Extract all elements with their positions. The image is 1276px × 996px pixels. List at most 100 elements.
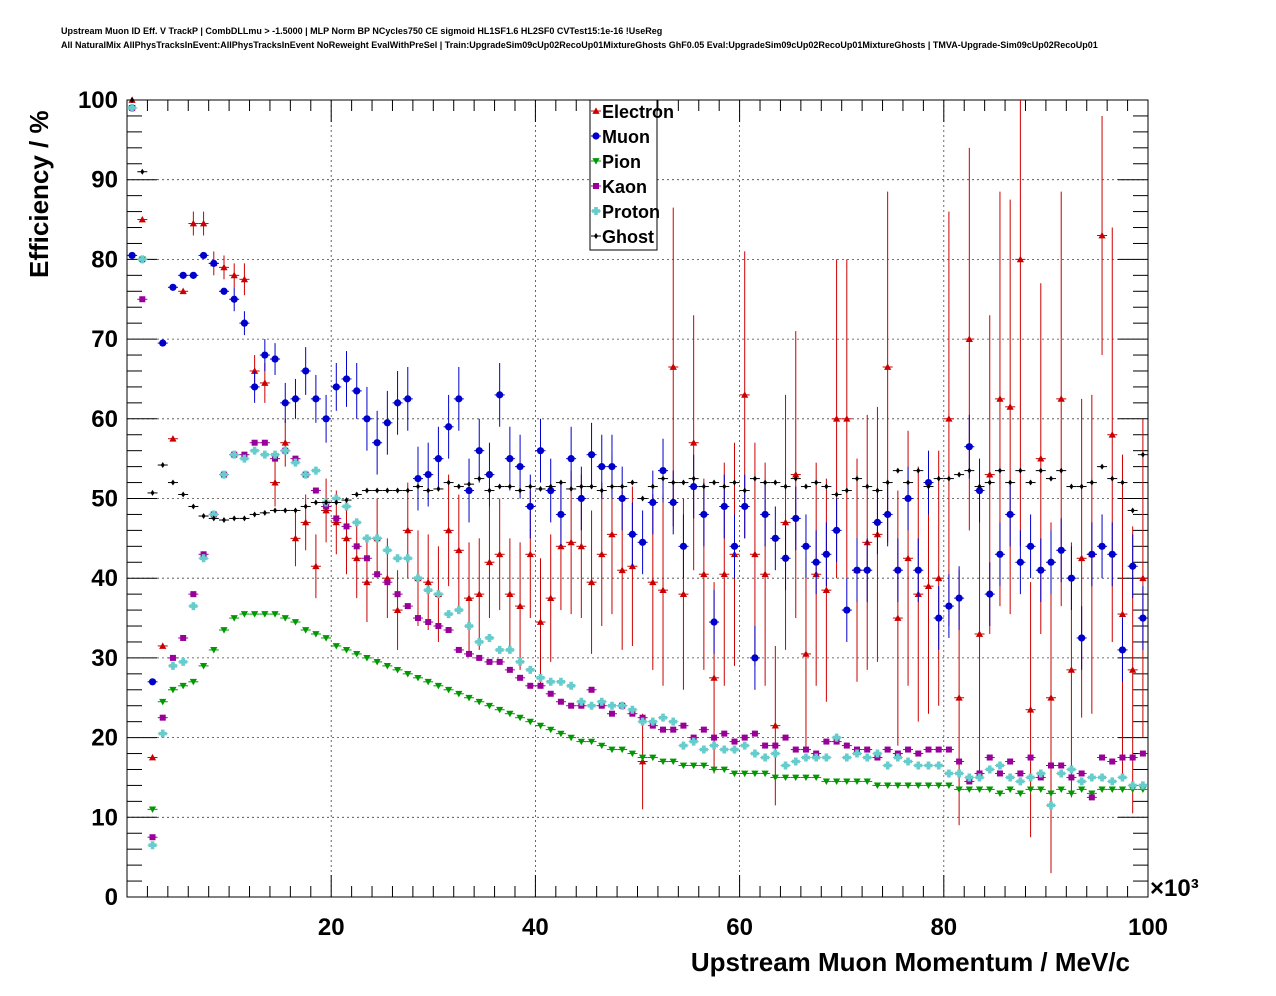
data-point-ghost [589, 483, 594, 490]
data-point-muon [730, 542, 739, 550]
data-point-kaon [1109, 758, 1116, 765]
data-point-kaon [660, 726, 667, 733]
data-point-electron [281, 439, 289, 446]
data-point-kaon [496, 658, 503, 665]
data-point-electron [547, 594, 555, 602]
data-point-muon [914, 566, 922, 574]
data-point-proton [260, 450, 269, 459]
data-point-muon [496, 391, 504, 399]
data-point-muon [628, 530, 636, 538]
data-point-ghost [221, 517, 226, 524]
data-point-electron [1067, 666, 1076, 673]
data-point-pion [516, 714, 524, 722]
data-point-proton [475, 637, 484, 646]
data-point-proton [873, 749, 882, 758]
data-point-ghost [262, 509, 267, 516]
data-point-pion [741, 770, 749, 778]
data-point-muon [526, 502, 534, 511]
data-point-ghost [1018, 467, 1023, 474]
legend-label-kaon: Kaon [602, 177, 647, 197]
data-point-muon [240, 319, 249, 327]
data-point-pion [853, 778, 861, 786]
data-point-ghost [130, 97, 135, 103]
data-point-muon [414, 474, 422, 483]
data-point-kaon [1068, 774, 1075, 781]
data-point-muon [884, 510, 892, 519]
data-point-proton [618, 701, 627, 710]
data-point-kaon [884, 746, 891, 753]
data-point-muon [342, 375, 351, 383]
data-point-ghost [487, 487, 492, 494]
data-point-proton [128, 103, 137, 112]
data-point-kaon [486, 658, 493, 665]
data-point-electron [649, 578, 657, 586]
data-point-ghost [773, 479, 778, 486]
data-point-ghost [987, 479, 992, 486]
data-point-proton [271, 450, 280, 459]
y-tick-label: 60 [91, 406, 118, 433]
data-point-electron [587, 578, 596, 586]
data-point-muon [965, 443, 973, 451]
data-point-pion [1016, 790, 1024, 797]
data-point-electron [516, 602, 524, 609]
data-point-muon [986, 590, 994, 598]
data-point-muon [598, 463, 606, 471]
data-point-proton [679, 741, 688, 750]
data-point-electron [1139, 574, 1147, 582]
data-point-muon [873, 518, 882, 527]
data-point-muon [220, 287, 228, 295]
data-point-pion [1006, 786, 1014, 794]
data-point-proton [301, 470, 310, 479]
data-point-proton [189, 602, 198, 611]
series-muon [127, 251, 1148, 690]
data-point-electron [1037, 455, 1045, 462]
data-point-electron [996, 395, 1004, 402]
data-point-muon [1006, 510, 1014, 519]
data-point-proton [148, 841, 157, 850]
data-point-electron [169, 435, 177, 442]
data-point-kaon [506, 666, 513, 673]
data-point-proton [944, 769, 953, 778]
y-tick-label: 30 [91, 645, 118, 672]
data-point-ghost [518, 487, 523, 494]
data-point-electron [424, 578, 432, 586]
data-point-proton [710, 741, 719, 750]
y-tick-label: 80 [91, 246, 118, 273]
data-point-muon [291, 395, 300, 403]
data-point-electron [669, 363, 677, 370]
legend: Electron Muon Pion Kaon Proton Ghost [589, 99, 674, 251]
data-point-muon [649, 498, 657, 507]
data-point-proton [454, 606, 463, 615]
data-point-ghost [1130, 507, 1135, 514]
data-point-proton [516, 657, 525, 666]
data-point-electron [1118, 610, 1127, 617]
data-point-ghost [671, 479, 676, 486]
data-point-muon [587, 451, 596, 459]
data-point-muon [832, 526, 841, 534]
data-point-ghost [701, 483, 706, 490]
data-points [127, 96, 1148, 874]
data-point-pion [261, 611, 269, 618]
data-point-ghost [926, 483, 931, 490]
data-point-pion [291, 619, 300, 626]
data-point-proton [801, 753, 810, 762]
data-point-muon [761, 510, 769, 519]
data-point-proton [893, 753, 902, 762]
data-point-proton [638, 717, 647, 726]
data-point-ghost [1049, 475, 1054, 482]
data-point-muon [1078, 634, 1086, 642]
data-point-muon [383, 419, 391, 427]
data-point-muon [975, 486, 984, 495]
series-proton [127, 103, 1148, 850]
data-point-ghost [334, 499, 339, 506]
data-point-pion [506, 710, 514, 718]
data-point-electron [485, 558, 494, 566]
data-point-pion [455, 690, 463, 698]
legend-label-pion: Pion [602, 152, 641, 172]
data-point-kaon [374, 571, 381, 578]
data-point-muon [812, 558, 820, 566]
data-point-ghost [150, 489, 155, 496]
axes: 20 40 60 80 100 0 10 20 30 40 50 60 70 80 90 100 [78, 87, 1168, 941]
data-point-ghost [538, 485, 543, 492]
data-point-ghost [1069, 483, 1074, 490]
